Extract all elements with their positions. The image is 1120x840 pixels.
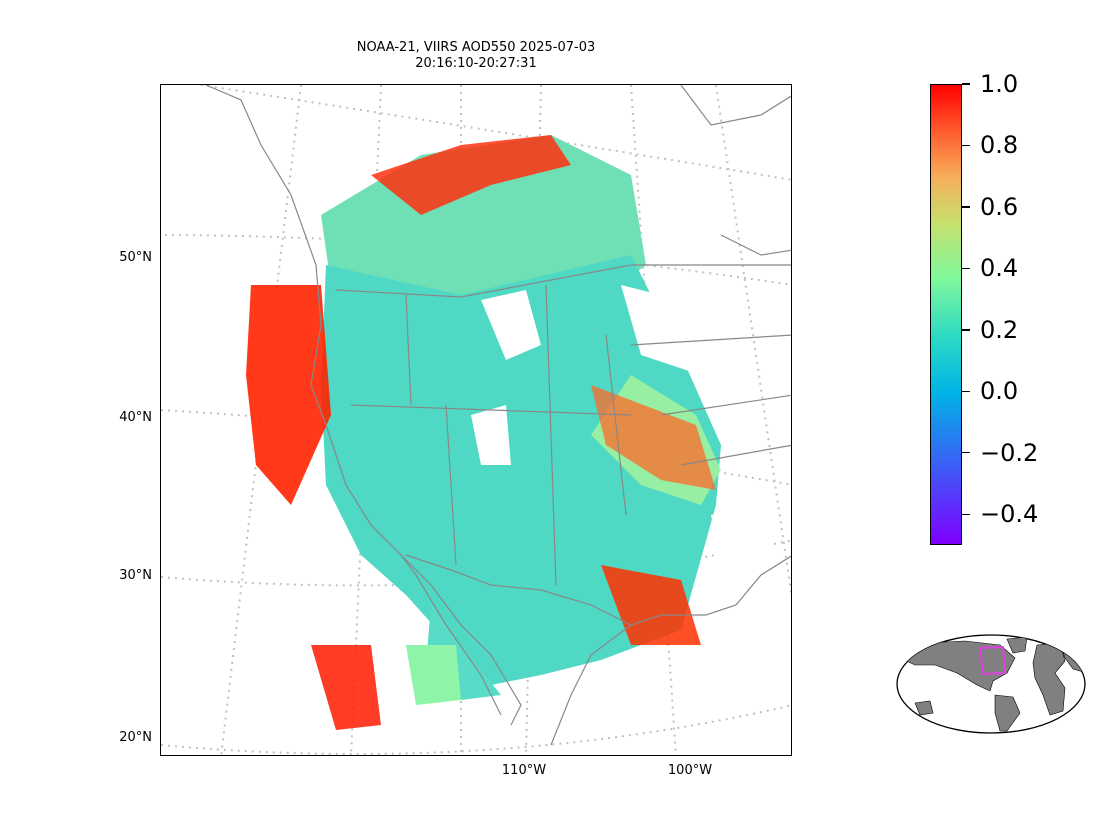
north-america-land: [899, 640, 1016, 692]
aod-gap-1: [481, 290, 541, 360]
meridian-130w: [220, 85, 302, 755]
domain-outline: [978, 645, 1007, 676]
title-line-2: 20:16:10-20:27:31: [415, 56, 537, 71]
state-line-4: [445, 404, 457, 566]
state-line-1: [350, 404, 632, 416]
parallel-20n: [161, 704, 791, 755]
lat-label-20n: 20°N: [119, 730, 152, 745]
colorbar-tick-mark: [962, 452, 970, 454]
lon-label-100w: 100°W: [667, 763, 713, 778]
plot-title: NOAA-21, VIIRS AOD550 2025-07-03 20:16:1…: [160, 40, 792, 72]
state-line-5: [605, 334, 627, 516]
south-america-land: [994, 694, 1021, 732]
colorbar-tick-mark: [962, 267, 970, 270]
greenland-land: [1006, 636, 1028, 654]
oceania-land: [914, 700, 934, 716]
state-line-6: [630, 334, 791, 346]
lat-label-40n: 40°N: [119, 410, 152, 425]
aod-high-northern-band: [371, 135, 571, 215]
aod-high-southwest: [311, 645, 381, 730]
aod-gap-3: [621, 285, 701, 375]
colorbar-tick-label: 0.0: [980, 377, 1019, 406]
colorbar-tick-mark: [962, 329, 970, 331]
state-line-2: [405, 294, 412, 406]
lat-label-50n: 50°N: [119, 250, 152, 265]
aod-swath: [246, 135, 771, 730]
map-panel[interactable]: [160, 84, 792, 756]
pacific-coastline: [205, 85, 522, 726]
hudson-region: [680, 85, 791, 126]
us-canada-border: [335, 264, 791, 298]
colorbar: [930, 84, 962, 545]
aod-high-southeast: [601, 565, 701, 645]
baja-coastline: [400, 554, 502, 716]
swath-southstrip: [406, 645, 461, 705]
colorbar-tick-label: −0.2: [980, 438, 1039, 467]
title-line-1: NOAA-21, VIIRS AOD550 2025-07-03: [356, 40, 596, 55]
state-line-3: [545, 284, 557, 586]
mexico-east-coast: [550, 624, 632, 746]
state-line-8: [680, 444, 791, 466]
gulf-coastline: [630, 555, 791, 626]
parallel-55n: [200, 85, 791, 181]
map-canvas: [161, 85, 791, 755]
europe-africa-land: [1032, 642, 1066, 716]
colorbar-tick-mark: [962, 144, 970, 147]
colorbar-tick-label: 1.0: [980, 70, 1019, 98]
colorbar-tick-mark: [962, 513, 970, 515]
colorbar-tick-label: 0.8: [980, 131, 1019, 160]
colorbar-tick-mark: [962, 206, 970, 208]
lat-label-30n: 30°N: [119, 568, 152, 583]
aod-gap-2: [471, 405, 511, 465]
lon-label-110w: 110°W: [501, 763, 547, 778]
colorbar-tick-mark: [962, 83, 970, 85]
inset-globe: [896, 634, 1086, 734]
state-line-7: [660, 394, 791, 416]
colorbar-tick-label: 0.4: [980, 254, 1019, 283]
colorbar-tick-label: 0.6: [980, 192, 1019, 221]
aod-high-west-coast: [246, 285, 331, 505]
aod-gap-4: [711, 505, 771, 565]
coastlines-borders: [205, 85, 791, 746]
colorbar-tick-mark: [962, 390, 970, 393]
great-lakes: [720, 234, 791, 256]
colorbar-tick-label: −0.4: [980, 500, 1039, 529]
colorbar-tick-label: 0.2: [980, 315, 1019, 344]
us-mexico-border: [405, 554, 632, 626]
